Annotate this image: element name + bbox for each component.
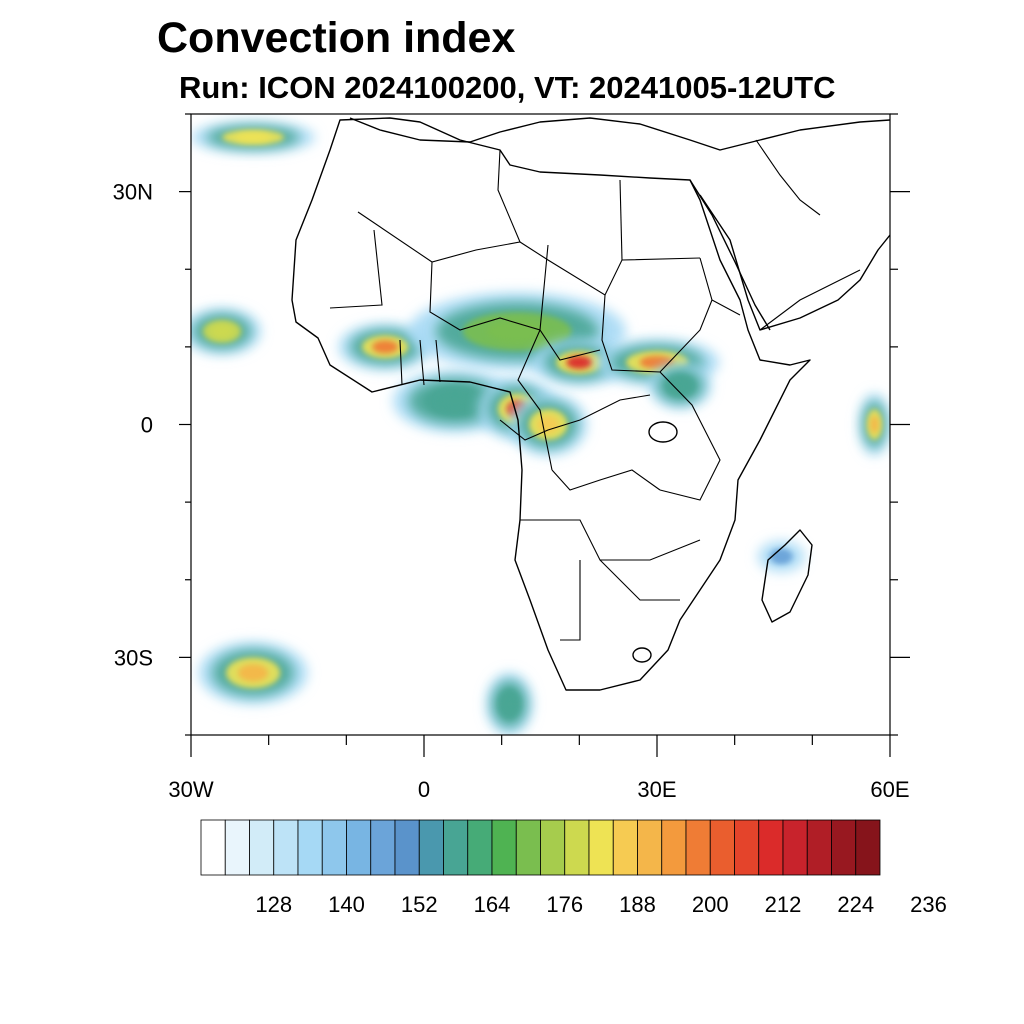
lat-tick-label: 30N (113, 180, 153, 205)
convection-area-madagascar-channel (757, 540, 805, 572)
border-line (560, 560, 581, 641)
border-line (599, 559, 680, 601)
chart-title: Convection index (157, 14, 516, 62)
colorbar-swatch (297, 819, 323, 876)
colorbar-swatch (200, 819, 226, 876)
colorbar-swatch (443, 819, 469, 876)
convection-contour (774, 552, 788, 561)
colorbar-swatch (273, 819, 299, 876)
convection-contour (566, 355, 593, 369)
colorbar-swatch (540, 819, 566, 876)
colorbar-swatch (758, 819, 784, 876)
border-line (499, 394, 651, 441)
colorbar-label: 200 (692, 892, 729, 917)
colorbar-label: 176 (546, 892, 583, 917)
border-line (329, 229, 383, 309)
colorbar-label: 236 (910, 892, 947, 917)
arabia-coastline (699, 194, 890, 331)
colorbar-swatch (224, 819, 250, 876)
border-line (759, 269, 861, 331)
convection-contour (235, 132, 271, 142)
border-line (357, 211, 701, 296)
lon-tick-label: 30E (637, 777, 676, 802)
colorbar-swatch (661, 819, 687, 876)
border-line (399, 339, 441, 386)
lat-tick-label: 30S (114, 645, 153, 670)
colorbar-swatch (564, 819, 590, 876)
colorbar-swatch (370, 819, 396, 876)
convection-area-congo (509, 393, 588, 456)
colorbar-swatch (394, 819, 420, 876)
lon-tick-label: 60E (870, 777, 909, 802)
convection-area-east-africa (649, 362, 712, 409)
convection-contour (486, 320, 548, 343)
colorbar-label: 164 (474, 892, 511, 917)
convection-contour (870, 415, 879, 434)
colorbar-swatch (855, 819, 881, 876)
border-line (429, 261, 601, 361)
colorbar: 128 140 152 164 176 188 200 212 224 236 (200, 819, 947, 917)
convection-area-central-african-rep (532, 339, 626, 386)
colorbar-swatch (418, 819, 444, 876)
border-line (755, 139, 821, 216)
convection-field (191, 121, 890, 735)
colorbar-swatch (321, 819, 347, 876)
colorbar-swatch (491, 819, 517, 876)
lake-victoria (648, 421, 678, 443)
colorbar-swatch (806, 819, 832, 876)
border-line (601, 294, 713, 373)
coastlines (291, 117, 890, 691)
convection-contour (502, 695, 516, 713)
convection-area-south-africa-front (486, 672, 533, 735)
convection-area-atlantic-jet-north (191, 121, 316, 153)
colorbar-swatch (588, 819, 614, 876)
convection-area-atlantic-storm (191, 308, 261, 355)
border-line (619, 179, 623, 261)
colorbar-swatch (515, 819, 541, 876)
colorbar-swatch (782, 819, 808, 876)
colorbar-swatch (734, 819, 760, 876)
convection-contour (211, 324, 233, 338)
border-line (659, 371, 721, 501)
colorbar-label: 224 (837, 892, 874, 917)
colorbar-swatch (612, 819, 638, 876)
convection-area-west-africa-core (338, 323, 432, 371)
lon-tick-label: 30W (168, 777, 213, 802)
africa-coastline (291, 117, 811, 691)
red-sea-coastline (689, 179, 771, 331)
lon-tick-label: 0 (418, 777, 430, 802)
convection-contour (437, 392, 473, 410)
convection-contour (671, 379, 689, 393)
europe-coastline (349, 117, 890, 151)
convection-contour (372, 340, 399, 354)
convection-area-indian-ocean-east (858, 393, 890, 456)
colorbar-swatch (831, 819, 857, 876)
border-line (497, 149, 521, 243)
colorbar-label: 128 (255, 892, 292, 917)
colorbar-swatch (685, 819, 711, 876)
chart-subtitle: Run: ICON 2024100200, VT: 20241005-12UTC (179, 70, 836, 105)
colorbar-swatch (346, 819, 372, 876)
colorbar-label: 152 (401, 892, 438, 917)
convection-contour (237, 664, 269, 682)
colorbar-swatch (467, 819, 493, 876)
axes: 30N 0 30S 30W 0 30E 60E (113, 113, 910, 802)
colorbar-label: 188 (619, 892, 656, 917)
convection-area-south-atlantic-band (198, 641, 308, 704)
border-line (699, 257, 741, 316)
colorbar-label: 212 (765, 892, 802, 917)
lesotho-border (632, 647, 652, 663)
colorbar-swatch (709, 819, 735, 876)
madagascar-coastline (761, 529, 813, 623)
colorbar-swatch (249, 819, 275, 876)
colorbar-label: 140 (328, 892, 365, 917)
convection-contour (537, 415, 560, 434)
colorbar-swatch (637, 819, 663, 876)
country-borders (329, 139, 861, 641)
lat-tick-label: 0 (141, 413, 153, 438)
border-line (517, 244, 553, 471)
border-line (551, 469, 661, 491)
